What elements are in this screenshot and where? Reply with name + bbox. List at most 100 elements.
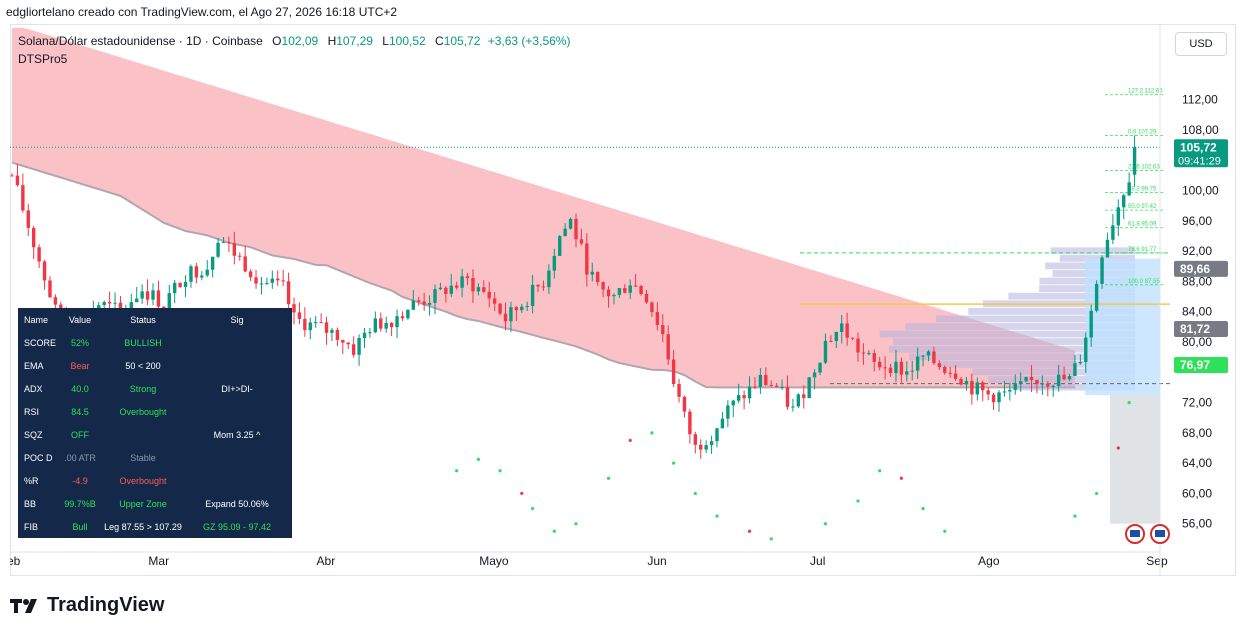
candle-body [633, 285, 638, 287]
candle-body [1002, 391, 1007, 393]
high-value: 107,29 [336, 34, 373, 48]
candle-body [140, 291, 144, 299]
sar-dot [747, 529, 752, 533]
currency-button[interactable]: USD [1175, 32, 1227, 56]
candle-body [894, 361, 898, 374]
candle-body [552, 255, 557, 271]
price-chart[interactable]: 127.2 112.66 0.0 107.29 23.6 102.63 38.2 99… [10, 24, 1236, 576]
open-label: O [272, 34, 282, 48]
candle-body [406, 309, 410, 319]
candle-body [623, 288, 627, 293]
price-badge [1174, 356, 1228, 373]
table-cell-status: Stable [130, 452, 156, 463]
symbol-title[interactable]: Solana/Dólar estadounidense · 1D · Coinb… [18, 34, 263, 48]
candle-body [276, 278, 280, 281]
y-axis-tick-label: 84,00 [1182, 305, 1212, 319]
candle-body [932, 351, 936, 364]
fib-level-label: 38.2 99.75 [1128, 186, 1157, 192]
candle-body [731, 400, 735, 406]
table-cell-name: FIB [24, 521, 39, 532]
candle-body [1062, 374, 1066, 380]
table-cell-name: RSI [24, 406, 40, 417]
chart-frame [10, 24, 1236, 576]
table-cell-value: Bear [70, 360, 90, 371]
tradingview-logo-icon [10, 598, 37, 613]
price-badge-text: 89,66 [1180, 262, 1210, 276]
y-axis-tick-label: 100,00 [1182, 184, 1219, 198]
table-cell-value: 40.0 [71, 383, 89, 394]
sar-dot [899, 476, 903, 480]
candle-body [438, 287, 443, 290]
candle-body [53, 297, 58, 305]
candle-body [465, 276, 470, 278]
candle-body [37, 247, 41, 262]
x-axis-tick-label: Ago [978, 554, 1000, 568]
us-flag-icon-field [1155, 530, 1165, 537]
tradingview-logo[interactable]: TradingView [10, 594, 164, 617]
candle-body [303, 318, 307, 331]
candle-body [243, 256, 247, 272]
candle-body [530, 284, 535, 306]
sar-dot [715, 514, 719, 518]
y-axis-tick-label: 72,00 [1182, 396, 1212, 410]
table-cell-status: Overbought [119, 406, 167, 417]
candle-body [774, 385, 779, 388]
candle-body [232, 243, 237, 256]
x-axis-tick-label: Mar [148, 554, 169, 568]
candle-body [823, 340, 828, 363]
volume-profile-bar [893, 338, 1135, 346]
candle-body [682, 396, 687, 412]
candle-body [254, 277, 258, 284]
sar-dot [921, 506, 925, 511]
candle-body [796, 394, 801, 407]
candle-body [959, 378, 963, 385]
candle-body [1029, 376, 1034, 381]
table-header-cell: Value [68, 314, 92, 325]
candle-body [162, 306, 166, 309]
candle-body [812, 372, 817, 378]
indicator-legend[interactable]: DTSPro5 [18, 52, 68, 66]
candle-body [335, 329, 340, 340]
fib-level-label: 61.8 95.09 [1128, 222, 1157, 228]
ema-band [12, 27, 1075, 388]
table-cell-value: 84.5 [71, 406, 89, 417]
candle-body [612, 294, 616, 297]
candle-body [606, 289, 611, 297]
candle-body [726, 405, 730, 419]
sar-dot [628, 438, 632, 443]
candle-body [238, 255, 242, 257]
sar-dot [1073, 514, 1077, 518]
table-cell-value: 52% [70, 337, 89, 348]
table-cell-status: Overbought [119, 475, 167, 486]
volume-profile-bar [889, 345, 1135, 353]
table-cell-value: Bull [72, 521, 88, 532]
sar-dot [672, 461, 676, 465]
volume-profile-bar [988, 376, 1135, 383]
sar-dot [856, 499, 860, 503]
candle-body [975, 382, 980, 395]
candle-body [704, 445, 708, 450]
y-axis-tick-label: 64,00 [1182, 456, 1212, 470]
candle-body [471, 277, 475, 292]
candle-body [102, 301, 106, 306]
sar-dot [455, 469, 459, 473]
candle-body [189, 266, 193, 282]
volume-profile-bar [1059, 254, 1135, 262]
candle-body [1100, 257, 1104, 284]
candle-body [509, 307, 513, 322]
candle-body [1051, 385, 1055, 387]
candle-body [1040, 383, 1045, 385]
table-row: %R -4.9 Overbought [18, 469, 292, 492]
candle-body [867, 353, 871, 355]
table-cell-status: Leg 87.55 > 107.29 [104, 521, 182, 532]
candle-body [1056, 374, 1061, 386]
candle-body [693, 434, 698, 445]
candle-body [1035, 380, 1039, 384]
table-cell-status: BULLISH [124, 337, 162, 348]
candle-body [742, 395, 746, 399]
candle-body [10, 175, 14, 177]
candle-body [422, 301, 426, 305]
table-header-row: Name Value Status Sig [18, 308, 292, 331]
candle-body [42, 261, 47, 281]
y-axis-tick-label: 92,00 [1182, 244, 1212, 258]
